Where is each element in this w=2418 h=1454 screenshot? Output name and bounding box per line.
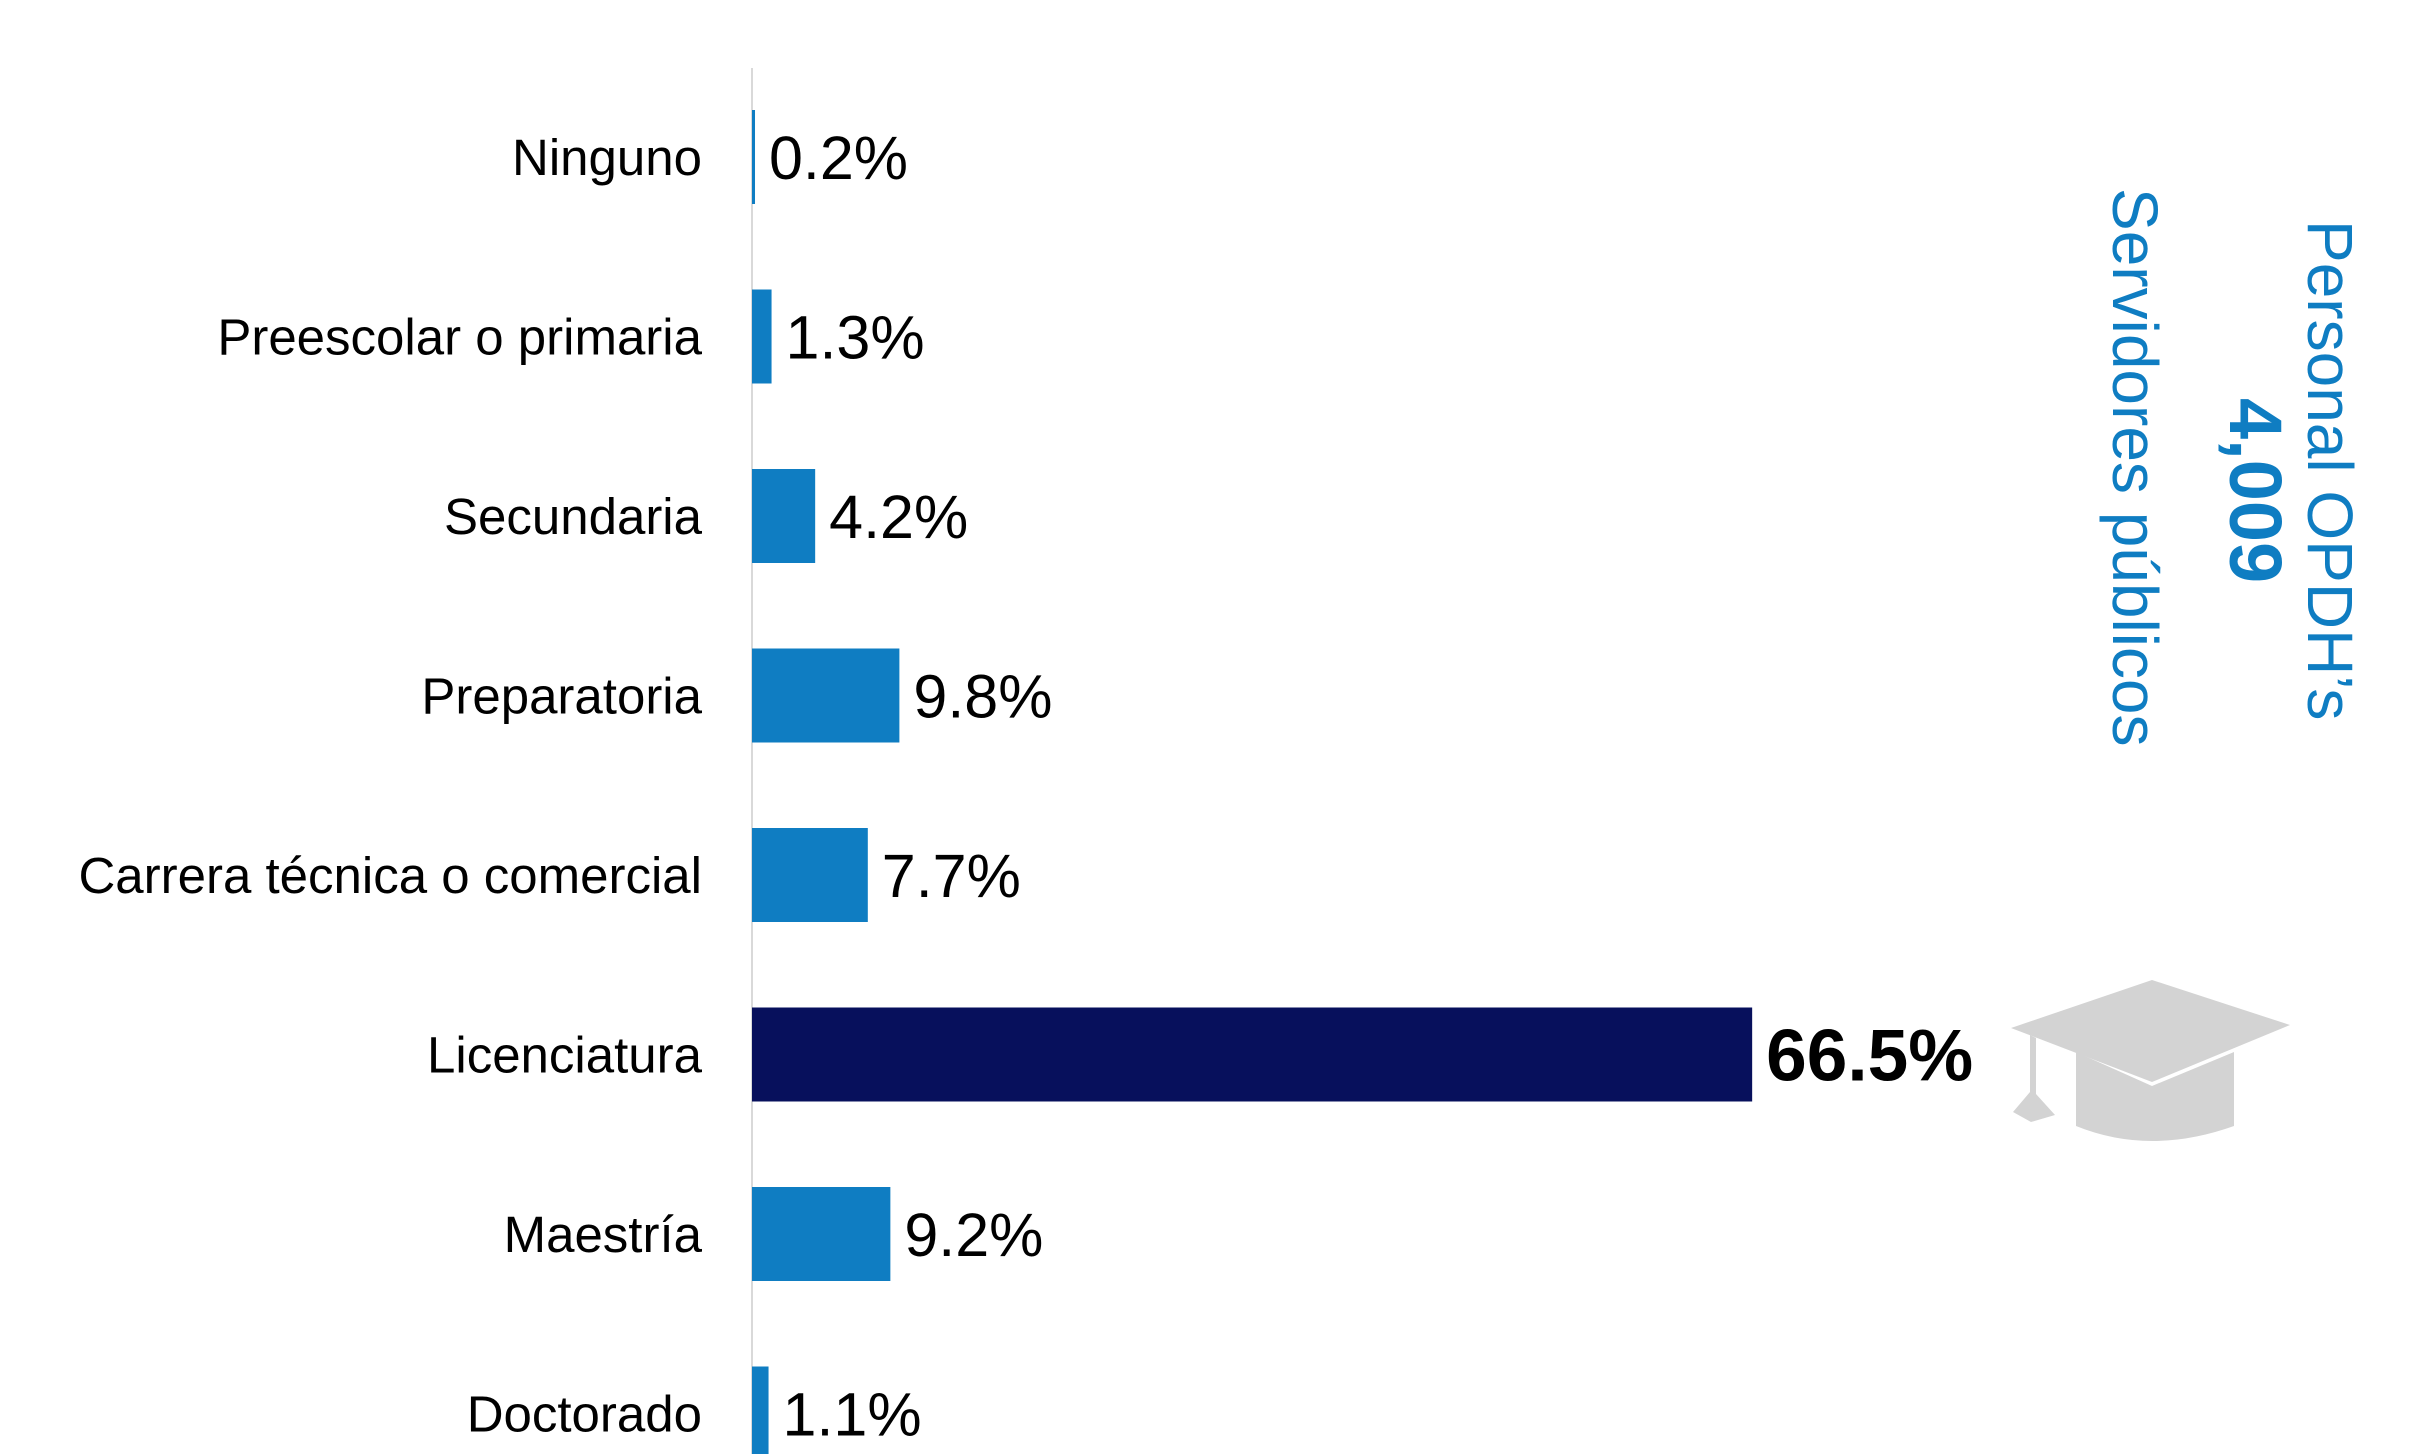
category-labels: Ninguno Preescolar o primaria Secundaria Pr… [78,129,702,1443]
side-label-group: Personal OPDH’s 4,009 Servidores público… [2099,188,2366,747]
value-label: 4.2% [829,483,968,551]
category-label: Ninguno [512,129,702,186]
bars-layer [752,110,1753,1454]
side-label-line2: 4,009 [2214,398,2297,583]
bar [752,289,772,384]
side-label-line1: Personal OPDH’s [2294,220,2366,720]
value-label: 9.8% [913,663,1052,731]
category-label: Preescolar o primaria [217,309,702,366]
value-label: 0.2% [769,124,908,192]
value-label: 66.5% [1766,1016,1973,1097]
bar [752,648,900,743]
bar [752,828,868,922]
bar [752,1187,891,1281]
side-label-line3: Servidores públicos [2099,188,2171,747]
value-labels: 0.2% 1.3% 4.2% 9.8% 7.7% 66.5% 9.2% 1.1% [769,124,1973,1449]
category-label: Doctorado [467,1386,702,1443]
value-label: 9.2% [904,1201,1043,1269]
bar [752,110,756,204]
category-label: Licenciatura [427,1027,703,1084]
bar [752,1366,769,1454]
value-label: 1.1% [783,1381,922,1449]
bar [752,1007,1753,1102]
category-label: Secundaria [444,488,703,545]
category-label: Carrera técnica o comercial [78,847,702,904]
value-label: 1.3% [786,304,925,372]
graduation-cap-icon [2011,980,2290,1141]
bar [752,469,816,563]
category-label: Maestría [504,1206,703,1263]
value-label: 7.7% [882,842,1021,910]
category-label: Preparatoria [421,668,702,725]
